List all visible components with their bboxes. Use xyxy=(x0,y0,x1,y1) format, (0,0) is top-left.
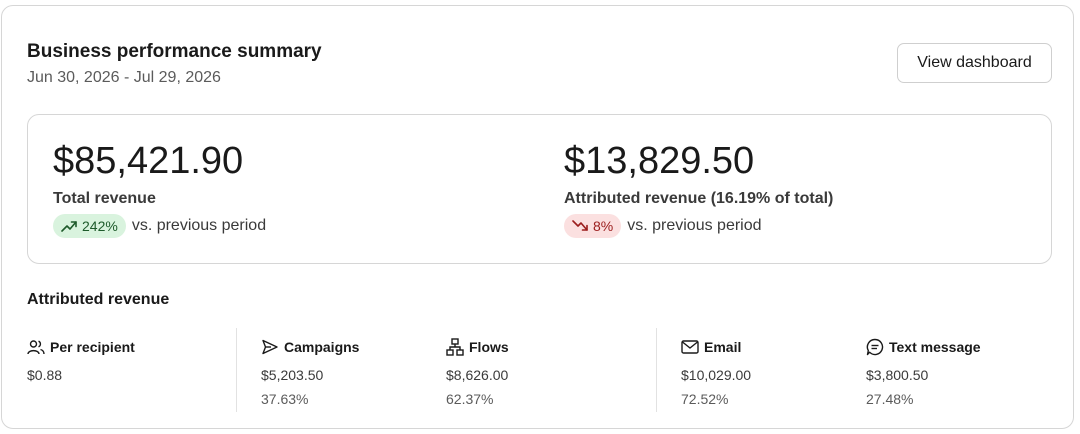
attributed-revenue-value: $13,829.50 xyxy=(564,140,755,182)
text-message-stat: Text message $3,800.50 27.48% xyxy=(866,336,981,407)
change-value: 242% xyxy=(82,218,118,234)
users-icon xyxy=(27,340,45,355)
email-stat: Email $10,029.00 72.52% xyxy=(681,336,751,407)
change-badge-down: 8% xyxy=(564,214,622,238)
flow-icon xyxy=(446,338,464,356)
flows-percent: 62.37% xyxy=(446,391,494,407)
per-recipient-stat: Per recipient $0.88 xyxy=(27,336,135,383)
flows-stat: Flows $8,626.00 62.37% xyxy=(446,336,509,407)
message-icon xyxy=(866,338,884,356)
text-message-value: $3,800.50 xyxy=(866,367,929,383)
email-label: Email xyxy=(704,339,742,355)
total-revenue-value: $85,421.90 xyxy=(53,140,244,182)
card-title: Business performance summary xyxy=(27,41,322,62)
campaigns-label: Campaigns xyxy=(284,339,360,355)
date-range: Jun 30, 2026 - Jul 29, 2026 xyxy=(27,69,221,86)
stat-divider xyxy=(656,328,657,412)
total-revenue-trend: 242% vs. previous period xyxy=(53,214,266,238)
change-value: 8% xyxy=(593,218,614,234)
text-message-label: Text message xyxy=(889,339,981,355)
send-icon xyxy=(262,339,278,355)
flows-label: Flows xyxy=(469,339,509,355)
stat-divider xyxy=(236,328,237,412)
mail-icon xyxy=(681,340,699,354)
view-dashboard-button[interactable]: View dashboard xyxy=(897,43,1052,83)
comparison-text: vs. previous period xyxy=(131,217,267,234)
campaigns-percent: 37.63% xyxy=(261,391,309,407)
per-recipient-value: $0.88 xyxy=(27,367,63,383)
per-recipient-label: Per recipient xyxy=(50,339,135,355)
trending-up-icon xyxy=(61,221,77,232)
comparison-text: vs. previous period xyxy=(627,217,762,234)
trending-down-icon xyxy=(572,220,588,231)
text-message-percent: 27.48% xyxy=(866,391,914,407)
attributed-revenue-label: Attributed revenue (16.19% of total) xyxy=(564,190,834,207)
email-value: $10,029.00 xyxy=(681,367,752,383)
campaigns-stat: Campaigns $5,203.50 37.63% xyxy=(261,336,360,407)
performance-summary-card: Business performance summary Jun 30, 202… xyxy=(1,5,1074,429)
change-badge-up: 242% xyxy=(53,214,126,238)
flows-value: $8,626.00 xyxy=(446,367,509,383)
attributed-section-title: Attributed revenue xyxy=(27,291,170,308)
revenue-summary-box: $85,421.90 Total revenue 242% vs. previo… xyxy=(27,114,1052,264)
email-percent: 72.52% xyxy=(681,391,729,407)
total-revenue-label: Total revenue xyxy=(53,190,156,207)
attributed-revenue-trend: 8% vs. previous period xyxy=(564,214,762,238)
campaigns-value: $5,203.50 xyxy=(261,367,324,383)
